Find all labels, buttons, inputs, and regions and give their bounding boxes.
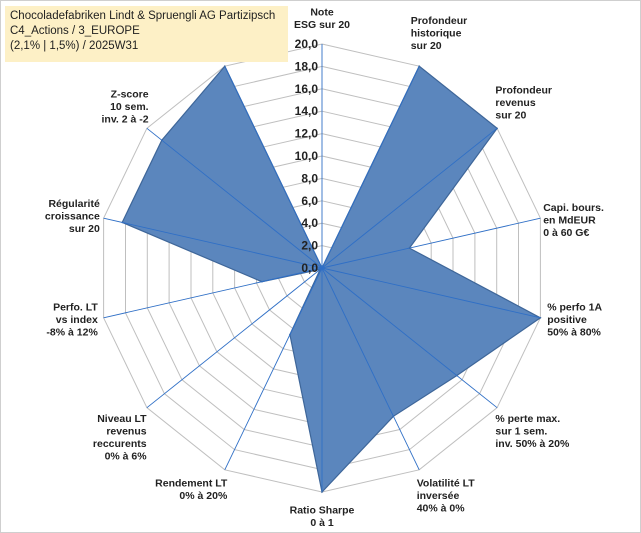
axis-spoke xyxy=(224,66,323,269)
axis-label: % perfo 1A positive 50% à 80% xyxy=(547,301,602,338)
tick-label: 16,0 xyxy=(295,82,319,96)
axis-spoke xyxy=(321,217,541,269)
tick-label: 4,0 xyxy=(301,216,318,230)
axis-label-line: Z-score xyxy=(111,88,149,100)
axis-label: Régularité croissance sur 20 xyxy=(45,198,100,235)
axis-label-line: vs index xyxy=(56,314,98,326)
axis-label-line: % perfo 1A xyxy=(547,301,602,313)
axis-label-line: 0 à 1 xyxy=(310,517,334,529)
axis-label-line: Rendement LT xyxy=(155,478,228,490)
axis-spoke xyxy=(321,267,498,409)
axis-label-line: Volatilité LT xyxy=(417,478,476,490)
axis-label-line: Ratio Sharpe xyxy=(290,505,355,517)
axis-label-line: inversée xyxy=(417,490,460,502)
axis-label-line: -8% à 12% xyxy=(46,326,98,338)
axis-label-line: revenus xyxy=(106,426,146,438)
axis-label-line: Note xyxy=(310,7,333,19)
data-series-area xyxy=(121,65,542,494)
axis-spoke xyxy=(146,267,323,409)
tick-label: 0,0 xyxy=(301,261,318,275)
tick-label: 10,0 xyxy=(295,149,319,163)
axis-label-line: historique xyxy=(411,28,462,40)
axis-label: Volatilité LT inversée 40% à 0% xyxy=(417,478,476,515)
axis-label-line: inv. 2 à -2 xyxy=(102,113,149,125)
axis-label-line: 50% à 80% xyxy=(547,326,601,338)
tick-label: 12,0 xyxy=(295,127,319,141)
axis-label-layer: Note ESG sur 20 Profondeur historique sur 20… xyxy=(45,7,604,530)
tick-label: 14,0 xyxy=(295,104,319,118)
tick-label: 20,0 xyxy=(295,37,319,51)
tick-label: 8,0 xyxy=(301,171,318,185)
axis-label-line: reccurents xyxy=(93,438,147,450)
chart-title-box: Chocoladefabriken Lindt & Spruengli AG P… xyxy=(5,6,288,62)
axis-label: Niveau LT revenus reccurents 0% à 6% xyxy=(93,413,147,463)
axis-label-line: Perfo. LT xyxy=(53,301,98,313)
title-line-3: (2,1% | 1,5%) / 2025W31 xyxy=(10,40,139,52)
axis-label: Ratio Sharpe 0 à 1 xyxy=(290,505,355,530)
axis-label-line: en MdEUR xyxy=(543,215,596,227)
axis-label-line: Régularité xyxy=(48,198,100,210)
axis-label: % perte max. sur 1 sem. inv. 50% à 20% xyxy=(495,413,570,450)
axis-label-line: 0 à 60 G€ xyxy=(543,227,589,239)
axis-spoke xyxy=(103,267,323,319)
axis-label-line: 0% à 6% xyxy=(105,451,148,463)
axis-spoke xyxy=(321,66,420,269)
axis-spoke xyxy=(224,267,323,470)
axis-label: Profondeur historique sur 20 xyxy=(411,15,468,52)
axis-label-line: ESG sur 20 xyxy=(294,19,350,31)
axis-spoke xyxy=(321,127,498,269)
axis-spoke xyxy=(146,127,323,269)
axis-label: Capi. bours. en MdEUR 0 à 60 G€ xyxy=(543,202,604,239)
axis-label-line: Profondeur xyxy=(495,84,552,96)
axis-label: Perfo. LT vs index -8% à 12% xyxy=(46,301,98,338)
spoke-layer xyxy=(103,44,541,492)
axis-spoke xyxy=(103,217,323,269)
axis-label-line: revenus xyxy=(495,97,535,109)
axis-label: Rendement LT 0% à 20% xyxy=(155,478,228,503)
data-layer xyxy=(121,65,542,494)
axis-label-line: sur 20 xyxy=(495,109,526,121)
axis-label-line: 10 sem. xyxy=(110,101,149,113)
axis-spoke xyxy=(321,267,420,470)
axis-label-line: 40% à 0% xyxy=(417,503,466,515)
title-line-1: Chocoladefabriken Lindt & Spruengli AG P… xyxy=(10,10,276,22)
axis-label: Profondeur revenus sur 20 xyxy=(495,84,552,121)
tick-label: 18,0 xyxy=(295,59,319,73)
axis-label: Note ESG sur 20 xyxy=(294,7,350,32)
axis-label-line: sur 20 xyxy=(69,223,100,235)
axis-label-line: croissance xyxy=(45,211,100,223)
tick-label: 6,0 xyxy=(301,194,318,208)
axis-label-line: inv. 50% à 20% xyxy=(495,438,570,450)
axis-label-line: positive xyxy=(547,314,587,326)
axis-label-line: Profondeur xyxy=(411,15,468,27)
axis-label-line: % perte max. xyxy=(495,413,560,425)
axis-spoke xyxy=(321,267,541,319)
axis-label-line: sur 20 xyxy=(411,40,442,52)
axis-label-line: 0% à 20% xyxy=(179,490,228,502)
axis-label-line: Capi. bours. xyxy=(543,202,604,214)
axis-label: Z-score 10 sem. inv. 2 à -2 xyxy=(102,88,149,125)
axis-label-line: sur 1 sem. xyxy=(495,426,547,438)
axis-label-line: Niveau LT xyxy=(97,413,147,425)
tick-label: 2,0 xyxy=(301,239,318,253)
tick-layer: 0,0 2,0 4,0 6,0 8,0 10,0 12,0 14,0 16,0 18,0 20,0 xyxy=(295,37,319,275)
title-line-2: C4_Actions / 3_EUROPE xyxy=(10,25,140,37)
